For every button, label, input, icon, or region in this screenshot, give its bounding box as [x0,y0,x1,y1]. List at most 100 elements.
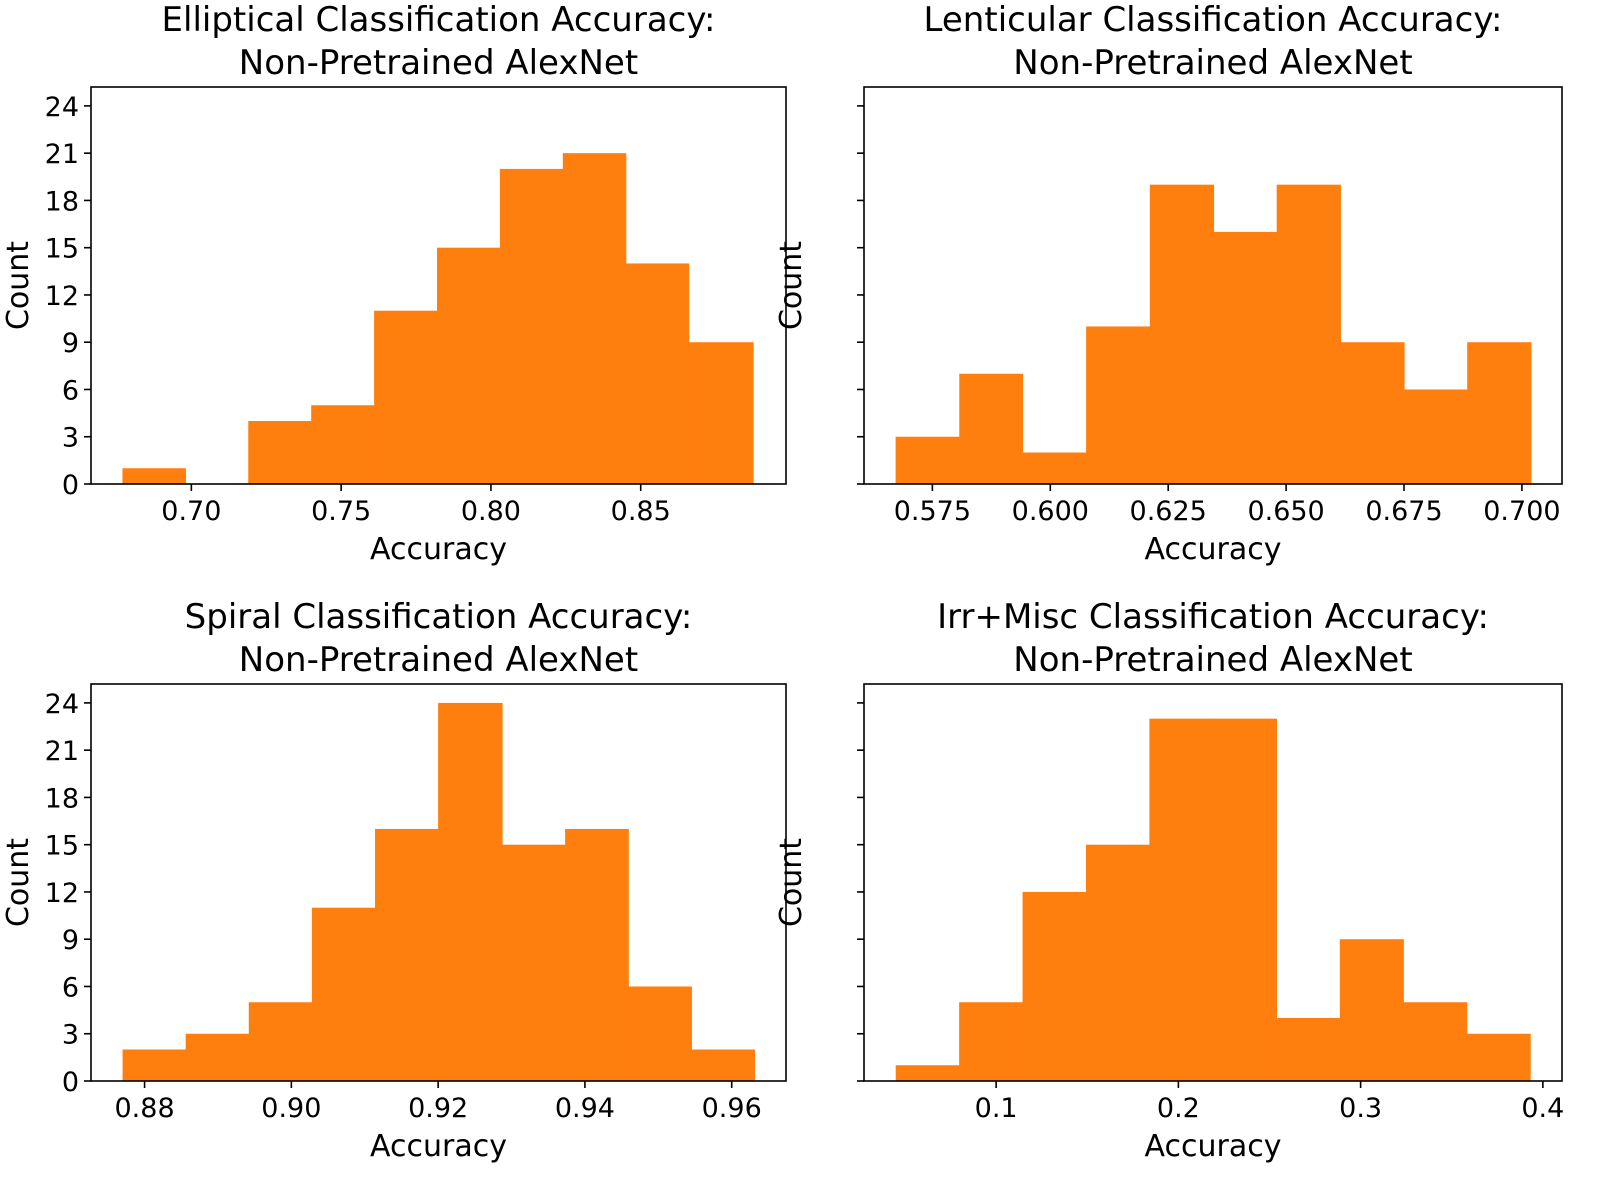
y-tick-label: 15 [45,234,79,265]
chart-title-line-1: Irr+Misc Classification Accuracy: [937,597,1489,637]
x-tick-label: 0.650 [1247,496,1324,527]
histogram-bar [185,1033,250,1081]
x-tick-label: 0.75 [311,496,371,527]
y-tick-label: 24 [45,689,79,720]
chart-panel-elliptical: 0.70 0.75 0.80 0.85 0 3 6 9 12 15 18 21 24 Accuracy Co… [1,0,787,567]
histogram-bar [1339,939,1404,1081]
histogram-bar [1403,1002,1468,1081]
histogram-bar [311,405,375,484]
x-axis-label: Accuracy [1145,532,1282,567]
histogram-bar [122,1049,187,1081]
x-tick-label: 0.96 [702,1093,762,1124]
chart-title-line-1: Spiral Classification Accuracy: [185,597,693,637]
y-tick-label: 6 [62,972,79,1003]
chart-title-line-1: Elliptical Classification Accuracy: [162,0,716,40]
histogram-bar [122,468,186,484]
histogram-bar [562,153,627,485]
x-tick-label: 0.94 [555,1093,615,1124]
y-tick-label: 18 [45,186,79,217]
histogram-bar [501,844,566,1081]
histogram-bar [895,436,960,484]
x-axis-label: Accuracy [1145,1129,1282,1164]
x-tick-label: 0.90 [261,1093,321,1124]
histogram-bar [1022,452,1087,484]
histogram-bar [691,1049,756,1081]
y-axis-label: Count [1,838,36,927]
x-tick-label: 0.675 [1365,496,1442,527]
y-axis-label: Count [774,838,809,927]
histogram-bar [437,247,501,484]
chart-title-line-2: Non-Pretrained AlexNet [239,43,638,83]
y-tick-label: 0 [62,470,79,501]
y-tick-label: 6 [62,375,79,406]
y-tick-label: 18 [45,783,79,814]
histogram-bar [1213,718,1278,1081]
chart-title-line-2: Non-Pretrained AlexNet [239,640,638,680]
y-tick-label: 12 [45,878,79,909]
y-tick-label: 0 [62,1067,79,1098]
histogram-bar [959,373,1024,484]
chart-panel-spiral: 0.88 0.90 0.92 0.94 0.96 0 3 6 9 12 15 18 21 24 Accura… [1,597,787,1164]
x-axis-label: Accuracy [370,532,507,567]
histogram-bar [1022,891,1087,1081]
histogram-bar [625,263,690,484]
histogram-bar [1404,389,1468,484]
histogram-bar [959,1002,1024,1081]
y-axis-label: Count [1,241,36,330]
x-tick-label: 0.85 [611,496,671,527]
histogram-bar [1276,1017,1341,1081]
histogram-bar [374,310,438,484]
histogram-bar [438,702,503,1081]
chart-panel-irr-misc: 0.1 0.2 0.3 0.4 Accuracy Count Irr+Misc Classi… [774,597,1564,1164]
x-tick-label: 0.1 [975,1093,1018,1124]
x-tick-label: 0.575 [894,496,971,527]
histogram-bar [688,342,754,484]
y-tick-label: 24 [45,92,79,123]
axes-frame [90,86,787,485]
chart-title-line-1: Lenticular Classification Accuracy: [924,0,1503,40]
chart-title-line-2: Non-Pretrained AlexNet [1013,640,1412,680]
x-tick-label: 0.3 [1339,1093,1382,1124]
x-tick-label: 0.88 [115,1093,175,1124]
histogram-bar [248,420,312,484]
histogram-bar [311,907,376,1081]
x-tick-label: 0.70 [161,496,221,527]
x-tick-label: 0.2 [1157,1093,1200,1124]
y-tick-label: 21 [45,736,79,767]
histogram-bar [1149,184,1215,485]
histogram-bar [565,828,629,1081]
x-tick-label: 0.92 [408,1093,468,1124]
histogram-bar [499,168,564,485]
histogram-bar [1467,342,1532,484]
axes-frame [863,683,1563,1082]
x-axis-label: Accuracy [370,1129,507,1164]
y-tick-label: 9 [62,328,79,359]
y-tick-label: 15 [45,831,79,862]
histogram-bar [1340,342,1405,484]
y-tick-label: 21 [45,139,79,170]
chart-panel-lenticular: 0.575 0.600 0.625 0.650 0.675 0.700 Accuracy Co… [774,0,1563,567]
histogram-bar [1213,231,1278,484]
histogram-bar [1149,718,1214,1081]
histogram-bar [1086,326,1151,484]
y-tick-label: 9 [62,925,79,956]
y-tick-label: 3 [62,423,79,454]
histogram-bar [375,828,439,1081]
x-tick-label: 0.700 [1483,496,1560,527]
x-tick-label: 0.600 [1012,496,1089,527]
histogram-bar [1085,844,1150,1081]
x-tick-label: 0.80 [461,496,521,527]
histogram-bar [895,1065,960,1081]
x-tick-label: 0.4 [1521,1093,1564,1124]
histogram-bar [628,986,692,1081]
y-tick-label: 12 [45,281,79,312]
histogram-bar [248,1002,313,1081]
y-axis-label: Count [774,241,809,330]
x-tick-label: 0.625 [1130,496,1207,527]
y-tick-label: 3 [62,1020,79,1051]
axes-frame [863,86,1563,485]
histogram-bar [1276,184,1341,485]
histogram-bar [1466,1033,1531,1081]
